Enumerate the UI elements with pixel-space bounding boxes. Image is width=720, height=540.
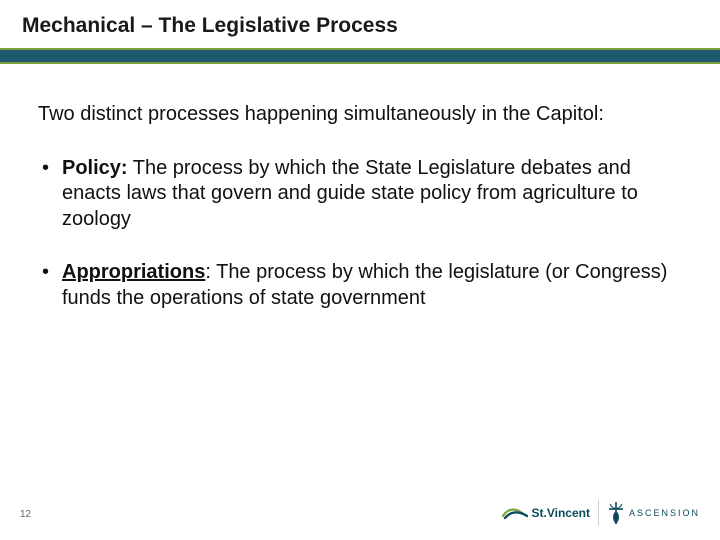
title-bar: Mechanical – The Legislative Process xyxy=(0,0,720,48)
swoosh-icon xyxy=(502,506,528,520)
footer-logos: St.Vincent ASCENSION xyxy=(502,500,700,526)
ascension-logo-text: ASCENSION xyxy=(629,508,700,518)
slide-title: Mechanical – The Legislative Process xyxy=(22,14,720,38)
footer: 12 St.Vincent ASCENSION xyxy=(0,486,720,526)
divider-band xyxy=(0,48,720,64)
ascension-mark-icon xyxy=(607,501,625,525)
logo-divider xyxy=(598,500,599,526)
bullet-label: Appropriations xyxy=(62,261,205,283)
list-item: Policy: The process by which the State L… xyxy=(42,156,682,233)
list-item: Appropriations: The process by which the… xyxy=(42,260,682,311)
bullet-label: Policy: xyxy=(62,157,128,179)
page-number: 12 xyxy=(20,509,31,520)
bullet-list: Policy: The process by which the State L… xyxy=(38,156,682,312)
ascension-logo: ASCENSION xyxy=(607,501,700,525)
intro-text: Two distinct processes happening simulta… xyxy=(38,102,682,128)
slide-content: Two distinct processes happening simulta… xyxy=(0,64,720,312)
stvincent-logo: St.Vincent xyxy=(502,506,590,520)
stvincent-logo-text: St.Vincent xyxy=(532,506,590,520)
bullet-text: The process by which the State Legislatu… xyxy=(62,157,638,230)
